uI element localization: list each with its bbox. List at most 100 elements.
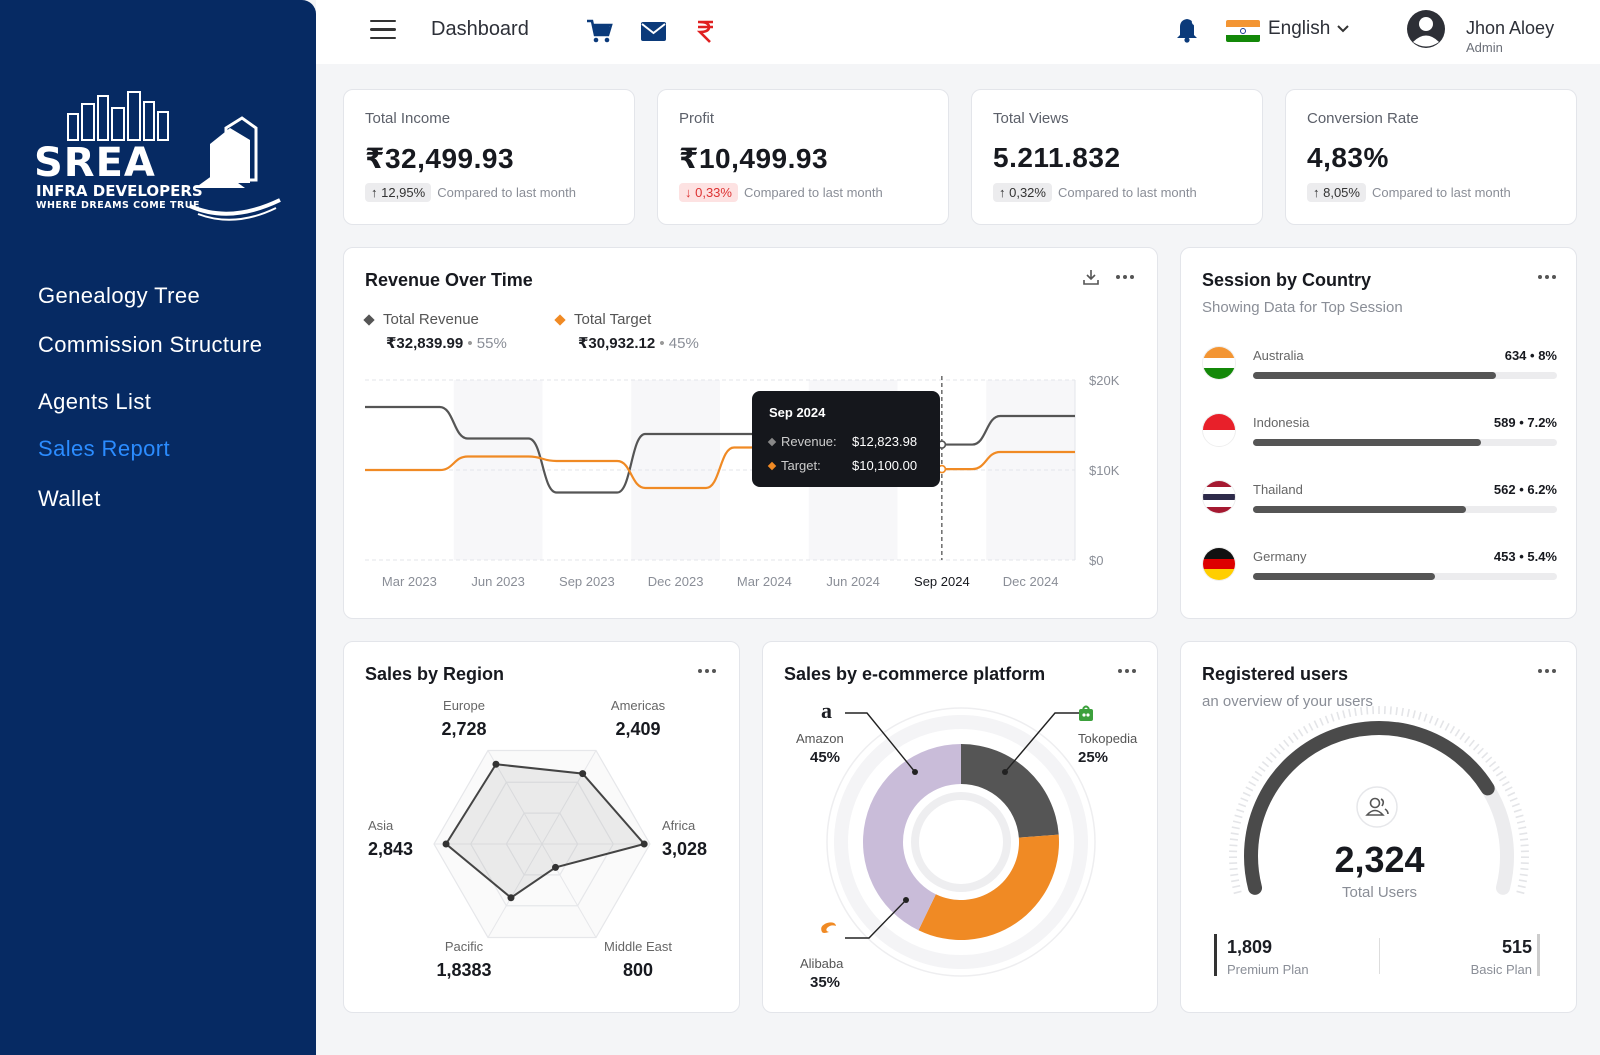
radar-spoke [487,843,543,938]
avatar[interactable] [1406,9,1446,49]
amazon-icon: a [821,698,832,723]
stat-card-profit: Profit ₹10,499.93 ↓ 0,33% Compared to las… [657,89,949,225]
gauge-tick [1504,786,1513,792]
tokopedia-icon [1079,705,1093,721]
gauge-tick [1519,832,1528,836]
gauge-tick [1265,756,1273,763]
gauge-tick [1439,720,1445,729]
download-icon[interactable] [1082,268,1100,286]
gauge-tick [1498,775,1507,782]
country-name: Australia [1253,348,1304,363]
region-label: Africa 3,028 [662,818,732,860]
gauge-tick [1501,781,1510,787]
stat-change-badge: ↑ 8,05% [1307,183,1366,202]
chevron-down-icon[interactable] [1336,22,1350,36]
rupee-icon[interactable] [690,16,720,46]
session-count: 453 [1493,549,1516,564]
legend-value: ₹32,839.99 [386,335,464,352]
gauge-tick [1229,844,1238,847]
stat-change-badge: ↓ 0,33% [679,183,738,202]
divider [1379,938,1380,974]
mail-icon[interactable] [638,16,668,46]
gauge-tick [1520,838,1529,841]
region-value: 800 [622,960,654,980]
donut-slice-tokopedia [961,744,1059,838]
sidebar-item-agents-list[interactable]: Agents List [38,389,152,414]
tooltip-label: Target: [781,458,821,473]
gauge-tick [1229,867,1238,871]
gauge-tick [1245,786,1254,792]
gauge-tick [1230,832,1239,836]
language-select[interactable]: English [1268,18,1331,39]
sidebar-item-wallet[interactable]: Wallet [38,486,101,511]
gauge-tick [1472,743,1480,751]
legend-total-target: Total Target [554,311,651,328]
region-radar-chart [433,749,651,939]
country-count: 589 • 7.2% [1493,415,1557,430]
sidebar-item-commission-structure[interactable]: Commission Structure [38,332,263,357]
session-count: 634 [1504,348,1527,363]
gauge-tick [1406,708,1410,718]
stat-value: ₹32,499.93 [365,143,515,174]
india-flag-icon [1226,20,1260,42]
x-tick-label: Dec 2023 [648,574,704,589]
stat-value: 5.211.832 [993,142,1121,173]
menu-icon[interactable] [370,20,396,40]
gauge-tick [1511,802,1520,808]
y-tick-label: $20K [1089,373,1120,388]
gauge-tick [1519,873,1528,877]
cart-icon[interactable] [584,16,614,46]
tooltip-marker [767,437,777,446]
gauge-tick [1412,710,1416,719]
flag-australia-icon [1202,346,1236,380]
region-name: Middle East [604,939,672,954]
bell-icon[interactable] [1174,14,1202,44]
leader-line [845,899,907,939]
user-role: Admin [1466,40,1503,55]
more-options-icon[interactable] [1118,660,1142,674]
platform-label: Amazon [796,731,844,746]
gauge-tick [1313,720,1319,729]
donut-slice-amazon [863,744,961,931]
basic-label: Basic Plan [1470,962,1532,977]
card-title: Registered users [1202,664,1349,684]
stat-note: Compared to last month [743,185,883,200]
more-options-icon[interactable] [1538,266,1562,280]
region-card: Sales by Region Europe 2,728 Americas 2,409… [343,641,740,1013]
more-options-icon[interactable] [1538,660,1562,674]
region-value: 2,728 [441,719,487,739]
more-options-icon[interactable] [1116,266,1140,280]
sidebar-item-genealogy-tree[interactable]: Genealogy Tree [38,283,201,308]
session-row: Indonesia 589 • 7.2% [1181,413,1578,463]
region-label: Europe 2,728 [426,698,502,740]
session-bar-fill [1253,372,1497,379]
sidebar-item-sales-report[interactable]: Sales Report [38,436,170,461]
donut-halo [834,715,1088,969]
stat-note: Compared to last month [1057,185,1197,200]
gauge-tick [1231,879,1240,883]
stat-note: Compared to last month [1371,185,1511,200]
gauge-tick [1240,797,1249,802]
country-name: Indonesia [1253,415,1310,430]
session-bar-track [1253,573,1557,580]
tooltip-row-revenue: Revenue: [767,434,837,449]
gauge-tick [1518,826,1527,830]
gauge-tick [1324,715,1330,724]
gauge-tick [1283,739,1290,747]
gauge-tick [1507,791,1516,797]
brand-logo[interactable]: SREA INFRA DEVELOPERS WHERE DREAMS COME … [30,88,290,228]
revenue-card: Revenue Over Time Total Revenue ₹32,839.… [343,247,1158,619]
card-title: Revenue Over Time [365,270,533,290]
country-count: 562 • 6.2% [1493,482,1557,497]
leader-dot [1002,769,1008,775]
premium-value: 1,809 [1227,937,1273,957]
gauge-tick [1515,814,1524,819]
more-options-icon[interactable] [698,660,722,674]
gauge-tick [1342,710,1346,719]
gauge-tick [1302,725,1309,734]
gauge-tick [1516,890,1525,895]
donut-hole [905,786,1017,898]
card-subtitle: an overview of your users [1202,693,1373,710]
stat-card-total-views: Total Views 5.211.832 ↑ 0,32% Compared to… [971,89,1263,225]
platform-donut-chart [826,707,1096,977]
